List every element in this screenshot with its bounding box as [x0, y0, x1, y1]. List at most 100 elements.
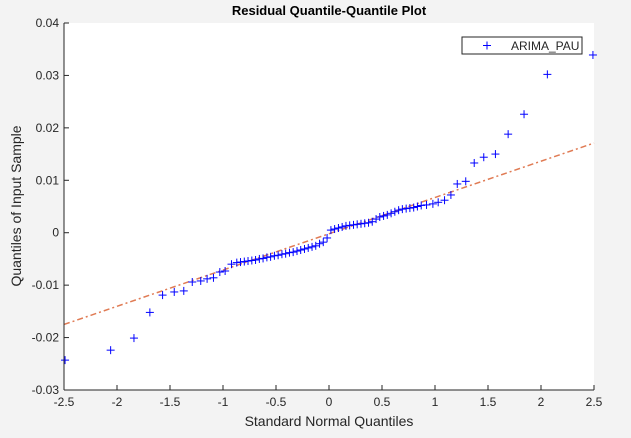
data-point [588, 50, 597, 59]
data-point [300, 244, 309, 253]
data-point [274, 251, 283, 260]
data-point [196, 276, 205, 285]
data-point [266, 252, 275, 261]
data-point [232, 258, 241, 267]
data-point [413, 202, 422, 211]
y-tick-label: 0.04 [36, 16, 60, 30]
data-point [227, 260, 236, 269]
data-point [360, 219, 369, 228]
data-point [330, 225, 339, 234]
data-point [409, 203, 418, 212]
x-tick-label: -1 [218, 395, 229, 409]
data-point [188, 277, 197, 286]
data-point [353, 220, 362, 229]
y-tick-label: 0 [52, 226, 59, 240]
x-tick-label: -1.5 [160, 395, 181, 409]
data-point [453, 179, 462, 188]
x-tick-label: 2 [538, 395, 545, 409]
data-point [387, 209, 396, 218]
data-point [479, 153, 488, 162]
data-point [251, 255, 260, 264]
data-point [334, 223, 343, 232]
data-point [277, 250, 286, 259]
data-point [61, 356, 70, 365]
data-point [338, 222, 347, 231]
x-tick-label: 1.5 [480, 395, 497, 409]
data-point [504, 130, 513, 139]
data-point [315, 239, 324, 248]
data-point [349, 220, 358, 229]
data-point [398, 205, 407, 214]
data-point [285, 248, 294, 257]
data-point [470, 158, 479, 167]
data-point [304, 243, 313, 252]
x-tick-label: -2 [112, 395, 123, 409]
data-point [417, 201, 426, 210]
data-point [520, 110, 529, 119]
x-axis-label: Standard Normal Quantiles [245, 413, 414, 429]
x-tick-label: 2.5 [586, 395, 603, 409]
data-point [296, 246, 305, 255]
data-point [158, 291, 167, 300]
data-point [240, 257, 249, 266]
data-point [379, 211, 388, 220]
legend: ARIMA_PAU [461, 36, 583, 55]
data-point [145, 308, 154, 317]
y-tick-label: -0.02 [32, 331, 60, 345]
legend-plus-marker-icon [483, 41, 491, 50]
data-points [61, 50, 597, 365]
data-point [394, 206, 403, 215]
data-point [221, 266, 230, 275]
data-point [345, 221, 354, 230]
data-point [292, 247, 301, 256]
y-tick-label: 0.02 [36, 121, 60, 135]
chart-title: Residual Quantile-Quantile Plot [232, 3, 427, 18]
data-point [341, 221, 350, 230]
x-tick-label: 0 [326, 395, 333, 409]
x-tick-label: 1 [432, 395, 439, 409]
data-point [259, 254, 268, 263]
data-point [170, 287, 179, 296]
data-point [428, 199, 437, 208]
data-point [270, 251, 279, 260]
data-point [236, 258, 245, 267]
y-tick-label: -0.03 [32, 383, 60, 397]
data-point [543, 70, 552, 79]
data-point [209, 273, 218, 282]
data-point [289, 248, 298, 257]
y-tick-label: -0.01 [32, 278, 60, 292]
data-point [372, 215, 381, 224]
data-point [247, 256, 256, 265]
x-tick-label: -0.5 [266, 395, 287, 409]
data-point [357, 219, 366, 228]
legend-entry: ARIMA_PAU [511, 39, 579, 53]
data-point [390, 207, 399, 216]
data-point [281, 249, 290, 258]
data-point [255, 254, 264, 263]
data-point [491, 150, 500, 159]
data-point [405, 204, 414, 213]
data-point [375, 212, 384, 221]
data-point [323, 233, 332, 242]
data-point [383, 210, 392, 219]
data-point [179, 286, 188, 295]
data-point [129, 334, 138, 343]
data-point [215, 268, 224, 277]
data-point [434, 198, 443, 207]
x-tick-label: -2.5 [54, 395, 75, 409]
y-tick-label: 0.01 [36, 173, 60, 187]
data-point [244, 257, 253, 266]
data-point [440, 196, 449, 205]
axes-background [64, 23, 594, 390]
data-point [446, 190, 455, 199]
data-point [311, 241, 320, 250]
y-tick-label: 0.03 [36, 68, 60, 82]
data-point [203, 274, 212, 283]
data-point [364, 218, 373, 227]
data-point [106, 346, 115, 355]
data-point [422, 200, 431, 209]
x-tick-label: 0.5 [374, 395, 391, 409]
reference-line [63, 142, 595, 326]
legend-box [461, 36, 583, 55]
